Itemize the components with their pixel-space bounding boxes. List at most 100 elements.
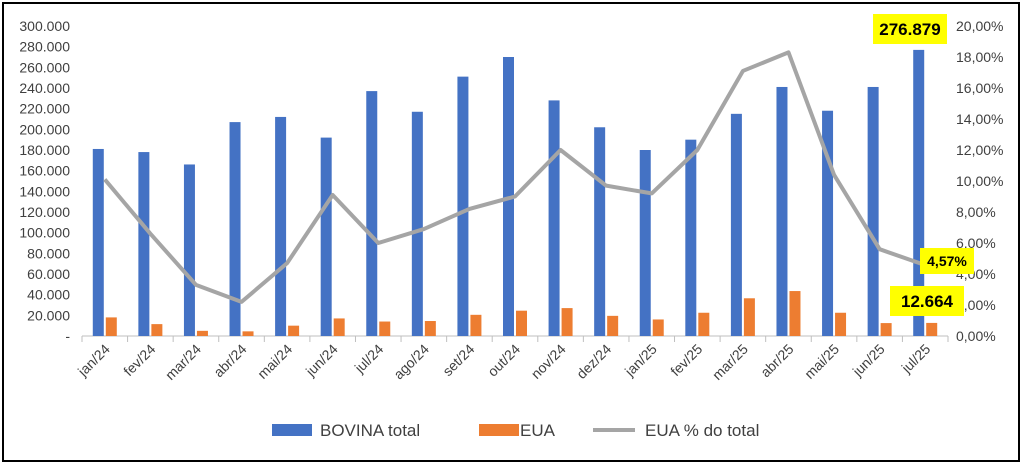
x-tick-label: mar/25	[709, 341, 751, 383]
x-tick-label: fev/24	[120, 341, 158, 379]
bar-bovina-total	[229, 122, 241, 336]
right-tick-label: 2,00%	[956, 297, 996, 313]
legend-label: EUA	[520, 421, 556, 440]
left-tick-label: 280.000	[19, 39, 70, 55]
x-tick-label: jul/25	[898, 341, 934, 377]
left-tick-label: 120.000	[19, 204, 70, 220]
bar-eua	[789, 291, 801, 336]
callout-box	[873, 14, 947, 44]
right-tick-label: 14,00%	[956, 111, 1003, 127]
bar-eua	[561, 308, 573, 336]
bar-eua	[105, 317, 117, 336]
legend-label: EUA % do total	[645, 421, 759, 440]
bar-bovina-total	[275, 116, 287, 336]
bar-bovina-total	[822, 110, 834, 336]
line-series	[103, 50, 926, 304]
bar-eua	[926, 322, 938, 336]
bar-bovina-total	[320, 137, 332, 336]
x-tick-label: nov/24	[528, 341, 569, 382]
right-y-axis: 0,00%2,00%4,00%6,00%8,00%10,00%12,00%14,…	[956, 18, 1003, 344]
callout-label: 276.879	[879, 20, 940, 39]
right-tick-label: 18,00%	[956, 49, 1003, 65]
left-tick-label: 240.000	[19, 80, 70, 96]
right-tick-label: 0,00%	[956, 328, 996, 344]
bar-eua	[424, 321, 436, 336]
left-tick-label: 40.000	[27, 287, 70, 303]
x-tick-label: jul/24	[351, 341, 387, 377]
bar-eua	[470, 314, 482, 336]
left-tick-label: -	[65, 328, 70, 344]
left-tick-label: 260.000	[19, 59, 70, 75]
bar-bovina-total	[776, 86, 788, 336]
left-tick-label: 140.000	[19, 183, 70, 199]
bar-eua	[516, 310, 527, 336]
x-tick-label: mai/24	[254, 341, 295, 382]
bar-eua	[743, 298, 755, 336]
x-tick-label: fev/25	[667, 341, 705, 379]
left-tick-label: 220.000	[19, 101, 70, 117]
callout-label: 12.664	[901, 292, 954, 311]
x-tick-label: jan/25	[621, 341, 660, 380]
bar-bovina-total	[92, 148, 104, 336]
left-tick-label: 160.000	[19, 163, 70, 179]
x-tick-label: mar/24	[162, 341, 204, 383]
bar-bovina-total	[366, 91, 378, 336]
right-tick-label: 16,00%	[956, 80, 1003, 96]
left-tick-label: 100.000	[19, 225, 70, 241]
x-tick-label: set/24	[439, 341, 477, 379]
bar-eua	[880, 323, 892, 336]
callout-box	[920, 248, 974, 274]
bar-bovina-total	[457, 76, 469, 336]
x-tick-label: jun/24	[302, 341, 341, 380]
right-tick-label: 8,00%	[956, 204, 996, 220]
x-axis: jan/24 fev/24 mar/24 abr/24 mai/24 jun/24 jul/…	[74, 335, 949, 383]
left-y-axis: - 20.000 40.000 60.000 80.000 100.000 120.000 1…	[19, 18, 70, 344]
left-tick-label: 20.000	[27, 307, 70, 323]
left-tick-label: 80.000	[27, 245, 70, 261]
bar-eua	[698, 312, 710, 336]
x-tick-label: abr/24	[210, 341, 250, 381]
bar-eua	[607, 315, 619, 336]
bar-eua	[333, 318, 345, 336]
right-tick-label: 6,00%	[956, 235, 996, 251]
left-tick-label: 200.000	[19, 121, 70, 137]
x-tick-label: out/24	[484, 341, 523, 380]
left-tick-label: 180.000	[19, 142, 70, 158]
legend: BOVINA total EUA EUA % do total	[272, 421, 759, 440]
bar-bovina-total	[730, 113, 742, 336]
callouts: 276.879 4,57% 12.664	[873, 14, 974, 316]
right-tick-label: 20,00%	[956, 18, 1003, 34]
legend-swatch	[272, 424, 312, 436]
x-tick-label: dez/24	[573, 341, 614, 382]
bar-bovina-total	[685, 139, 697, 336]
bar-bovina-total	[867, 86, 879, 336]
x-tick-label: mai/25	[801, 341, 842, 382]
bar-eua	[835, 312, 847, 336]
legend-swatch	[479, 424, 519, 436]
x-tick-label: jun/25	[849, 341, 888, 380]
left-tick-label: 300.000	[19, 18, 70, 34]
bar-bovina-total	[639, 150, 651, 336]
left-tick-label: 60.000	[27, 266, 70, 282]
bar-bovina-total	[183, 164, 195, 336]
bar-bovina-total	[138, 152, 150, 336]
x-tick-label: jan/24	[74, 341, 113, 380]
x-tick-label: abr/25	[757, 341, 797, 381]
bar-bovina-total	[411, 111, 423, 337]
bar-eua	[196, 330, 208, 336]
bar-eua	[652, 319, 664, 336]
bar-eua	[242, 331, 254, 336]
right-tick-label: 12,00%	[956, 142, 1003, 158]
callout-label: 4,57%	[927, 253, 967, 269]
bar-eua	[288, 325, 300, 336]
bar-eua	[151, 324, 163, 336]
legend-label: BOVINA total	[320, 421, 420, 440]
line-eua-pct	[103, 50, 926, 304]
bar-eua	[379, 321, 391, 336]
right-tick-label: 10,00%	[956, 173, 1003, 189]
x-tick-label: ago/24	[390, 341, 432, 383]
callout-box	[890, 286, 964, 316]
bar-bovina-total	[548, 100, 560, 337]
bar-bovina-total	[594, 127, 606, 337]
